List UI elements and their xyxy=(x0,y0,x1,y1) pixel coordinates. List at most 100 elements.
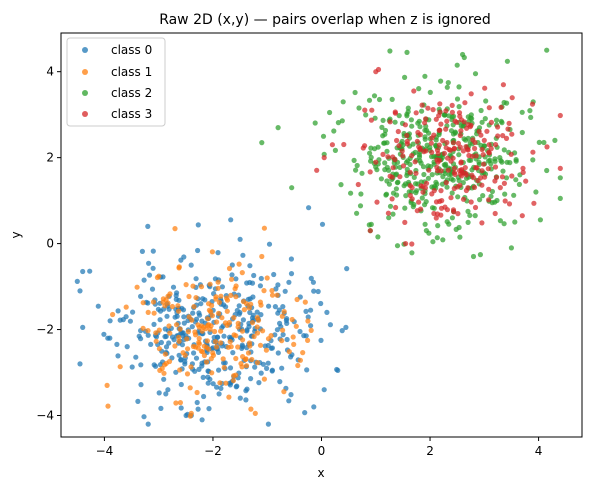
data-point xyxy=(430,107,436,113)
data-point xyxy=(400,163,407,169)
data-point xyxy=(470,253,477,260)
data-point xyxy=(434,164,440,171)
data-point xyxy=(444,207,450,213)
data-point xyxy=(280,332,286,338)
data-point xyxy=(413,170,419,176)
data-point xyxy=(506,120,512,126)
data-point xyxy=(244,280,250,286)
data-point xyxy=(506,201,513,207)
legend-frame xyxy=(66,37,166,127)
x-axis-label: x xyxy=(317,466,324,480)
data-point xyxy=(498,104,504,110)
data-point xyxy=(385,210,391,216)
data-point xyxy=(446,113,452,119)
data-point xyxy=(117,364,123,370)
data-point xyxy=(304,367,310,373)
data-point xyxy=(177,400,183,406)
data-point xyxy=(140,300,146,306)
data-point xyxy=(426,167,432,173)
data-point xyxy=(310,279,316,285)
x-tick-label: −2 xyxy=(204,444,222,458)
data-point xyxy=(512,219,518,225)
data-point xyxy=(429,172,435,178)
data-point xyxy=(520,165,526,171)
data-point xyxy=(445,167,451,173)
x-tick-label: 2 xyxy=(426,444,434,458)
data-point xyxy=(397,174,403,180)
data-point xyxy=(449,215,455,221)
data-point xyxy=(265,360,271,366)
data-point xyxy=(104,382,110,388)
data-point xyxy=(557,112,563,119)
data-point xyxy=(394,137,400,144)
data-point xyxy=(164,313,170,319)
data-point xyxy=(229,272,235,278)
data-point xyxy=(389,174,395,180)
data-point xyxy=(354,210,360,216)
data-point xyxy=(288,271,295,277)
data-point xyxy=(141,414,147,420)
data-point xyxy=(241,307,247,313)
data-point xyxy=(209,313,215,319)
data-point xyxy=(359,170,365,176)
data-point xyxy=(265,421,271,427)
data-point xyxy=(257,299,263,305)
data-point xyxy=(107,318,113,324)
data-point xyxy=(499,159,505,165)
data-point xyxy=(245,350,252,356)
data-point xyxy=(367,169,373,175)
data-point xyxy=(362,143,368,149)
data-point xyxy=(505,126,511,132)
data-point xyxy=(229,276,235,282)
data-point xyxy=(335,120,341,126)
data-point xyxy=(193,344,199,350)
x-tick-label: 4 xyxy=(535,444,543,458)
data-point xyxy=(408,117,414,123)
data-point xyxy=(476,159,482,165)
data-point xyxy=(165,387,171,393)
data-point xyxy=(191,350,197,356)
data-point xyxy=(369,107,375,113)
data-point xyxy=(409,196,415,202)
data-point xyxy=(275,282,281,288)
data-point xyxy=(497,218,503,224)
data-point xyxy=(300,350,306,356)
data-point xyxy=(226,394,232,400)
data-point xyxy=(175,303,181,309)
data-point xyxy=(176,308,182,314)
series-class-1 xyxy=(104,225,314,419)
data-point xyxy=(308,307,314,313)
data-point xyxy=(240,317,246,323)
data-point xyxy=(259,253,265,260)
data-point xyxy=(280,327,286,333)
data-point xyxy=(149,286,156,292)
data-point xyxy=(145,328,151,334)
data-point xyxy=(404,132,410,139)
data-point xyxy=(557,165,563,171)
data-point xyxy=(485,166,491,172)
data-point xyxy=(266,303,272,309)
data-point xyxy=(176,264,182,270)
data-point xyxy=(302,299,308,305)
data-point xyxy=(254,315,260,321)
data-point xyxy=(236,261,242,267)
data-point xyxy=(178,257,184,263)
data-point xyxy=(288,256,294,262)
data-point xyxy=(233,333,239,339)
data-point xyxy=(258,275,264,282)
data-point xyxy=(460,51,466,58)
data-point xyxy=(140,325,146,331)
data-point xyxy=(247,309,253,316)
data-point xyxy=(438,212,444,218)
data-point xyxy=(457,144,463,150)
data-point xyxy=(413,188,420,194)
data-point xyxy=(519,129,525,136)
data-point xyxy=(315,288,321,295)
data-point xyxy=(440,237,446,243)
data-point xyxy=(424,142,430,148)
data-point xyxy=(486,186,492,192)
data-point xyxy=(179,342,185,348)
legend-marker-class-0 xyxy=(82,47,88,53)
data-point xyxy=(465,185,471,191)
data-point xyxy=(80,324,86,330)
